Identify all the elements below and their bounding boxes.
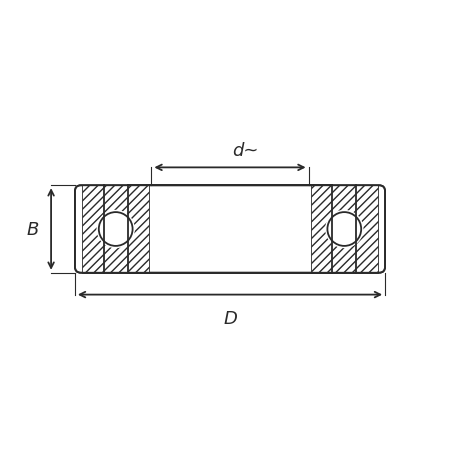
- Bar: [310, 186, 377, 273]
- Bar: [82, 186, 149, 273]
- Text: B: B: [27, 220, 39, 239]
- FancyBboxPatch shape: [75, 186, 384, 273]
- Text: d~: d~: [232, 142, 258, 160]
- Text: D: D: [223, 309, 236, 327]
- Circle shape: [97, 211, 134, 248]
- Bar: [82, 186, 149, 273]
- Bar: [310, 186, 377, 273]
- Circle shape: [325, 211, 362, 248]
